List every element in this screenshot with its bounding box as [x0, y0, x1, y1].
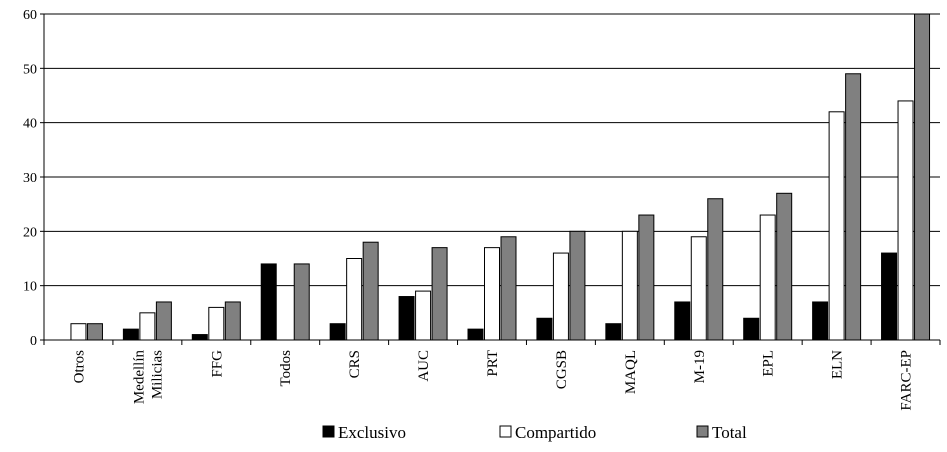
bar-total-0 — [86, 323, 103, 341]
bar-total-11 — [845, 73, 862, 341]
bar-total-1 — [155, 301, 172, 341]
bars — [70, 13, 931, 341]
bar-compartido-0 — [70, 323, 87, 341]
legend-label-exclusivo: Exclusivo — [338, 423, 406, 442]
bar-exclusivo-8 — [605, 323, 622, 341]
bar-exclusivo-6 — [467, 328, 484, 341]
x-category-label: AUC — [416, 350, 432, 382]
y-tick-labels: 0 10 20 30 40 50 60 — [23, 8, 37, 349]
bar-total-3 — [293, 263, 310, 341]
bar-total-5 — [431, 247, 448, 341]
bar-total-4 — [362, 241, 379, 341]
bar-compartido-9 — [690, 236, 707, 341]
x-category-label: MAQL — [623, 350, 639, 394]
bar-exclusivo-5 — [398, 296, 415, 341]
bar-compartido-6 — [484, 247, 500, 341]
x-category-label: Todos — [278, 350, 294, 387]
x-category-label: PRT — [485, 350, 501, 377]
bar-total-10 — [776, 192, 793, 341]
bar-exclusivo-9 — [674, 301, 691, 341]
bar-compartido-4 — [346, 258, 363, 341]
bar-total-9 — [707, 198, 724, 341]
y-tick-label: 0 — [30, 334, 37, 349]
legend-swatch-compartido — [499, 425, 512, 438]
legend-swatch-exclusivo — [322, 425, 335, 438]
legend: Exclusivo Compartido Total — [322, 423, 747, 442]
bar-compartido-8 — [621, 230, 638, 341]
x-category-label: FFG — [209, 350, 225, 378]
bar-exclusivo-12 — [881, 252, 898, 341]
bar-exclusivo-1 — [122, 328, 139, 341]
x-category-label: CGSB — [554, 350, 570, 389]
legend-swatch-total — [696, 425, 709, 438]
bar-total-8 — [638, 214, 655, 341]
legend-label-compartido: Compartido — [515, 423, 596, 442]
bar-compartido-1 — [139, 312, 156, 341]
x-category-label: Milicias — [149, 350, 165, 399]
x-category-label: CRS — [347, 350, 363, 378]
x-category-label: FARC-EP — [899, 350, 915, 411]
gridlines — [44, 13, 940, 287]
bar-compartido-12 — [897, 100, 914, 341]
x-category-label: ELN — [830, 350, 846, 379]
bar-total-7 — [569, 230, 586, 341]
y-tick-label: 30 — [23, 171, 37, 186]
bar-exclusivo-3 — [260, 263, 277, 341]
x-category-label: Medellín — [131, 350, 147, 405]
bar-exclusivo-11 — [812, 301, 829, 341]
x-category-label: Otros — [71, 350, 87, 383]
bar-compartido-10 — [759, 214, 776, 341]
bar-total-12 — [914, 13, 931, 341]
y-tick-label: 20 — [23, 225, 37, 240]
bar-exclusivo-10 — [743, 317, 760, 341]
y-tick-label: 10 — [23, 280, 37, 295]
bar-exclusivo-7 — [536, 317, 553, 341]
bar-exclusivo-4 — [329, 323, 346, 341]
bar-total-2 — [224, 301, 241, 341]
bar-compartido-11 — [828, 111, 845, 341]
y-tick-label: 50 — [23, 62, 37, 77]
bar-compartido-2 — [208, 306, 225, 341]
bar-compartido-7 — [552, 252, 569, 341]
bar-compartido-5 — [415, 290, 432, 341]
x-category-label: M-19 — [692, 350, 708, 383]
x-category-label: EPL — [761, 350, 777, 377]
legend-label-total: Total — [712, 423, 747, 442]
y-tick-label: 40 — [23, 117, 37, 132]
bar-exclusivo-2 — [191, 334, 208, 341]
bar-total-6 — [500, 236, 517, 341]
y-tick-label: 60 — [23, 8, 37, 23]
